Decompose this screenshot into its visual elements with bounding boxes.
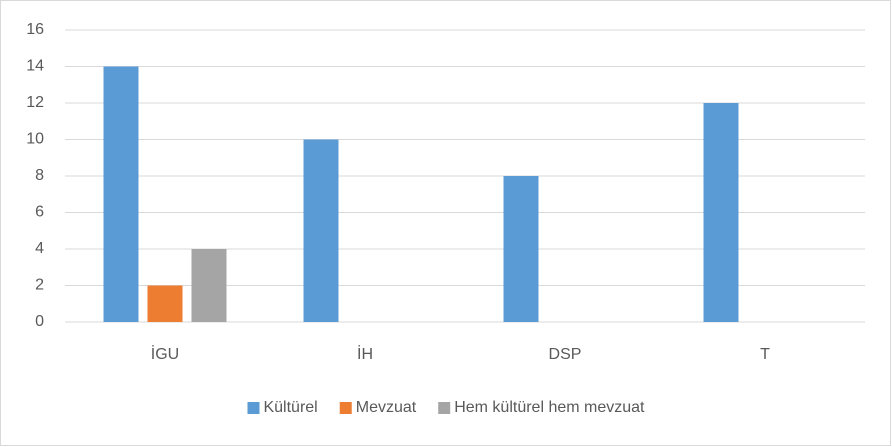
y-tick-label: 8	[35, 167, 44, 184]
bar	[147, 285, 183, 322]
y-tick-label: 6	[35, 204, 44, 221]
y-tick-label: 12	[26, 94, 44, 111]
y-tick-label: 16	[26, 21, 44, 38]
x-tick-label: DSP	[549, 346, 582, 363]
legend-swatch	[438, 402, 451, 414]
legend-swatch	[247, 402, 260, 414]
x-tick-label: İGU	[151, 344, 179, 363]
y-tick-label: 14	[26, 58, 44, 75]
y-tick-label: 2	[35, 277, 44, 294]
legend-swatch	[339, 402, 352, 414]
bar	[303, 139, 339, 322]
bar	[503, 176, 539, 322]
bar	[103, 66, 139, 322]
y-tick-label: 10	[26, 131, 44, 148]
y-tick-label: 4	[35, 240, 44, 257]
x-tick-label: İH	[357, 344, 373, 363]
legend-label: Kültürel	[263, 399, 317, 416]
bar	[703, 103, 739, 322]
legend-label: Mevzuat	[356, 399, 417, 416]
bar	[191, 249, 227, 322]
x-tick-label: T	[760, 346, 770, 363]
legend-label: Hem kültürel hem mevzuat	[454, 399, 645, 416]
y-tick-label: 0	[35, 313, 44, 330]
